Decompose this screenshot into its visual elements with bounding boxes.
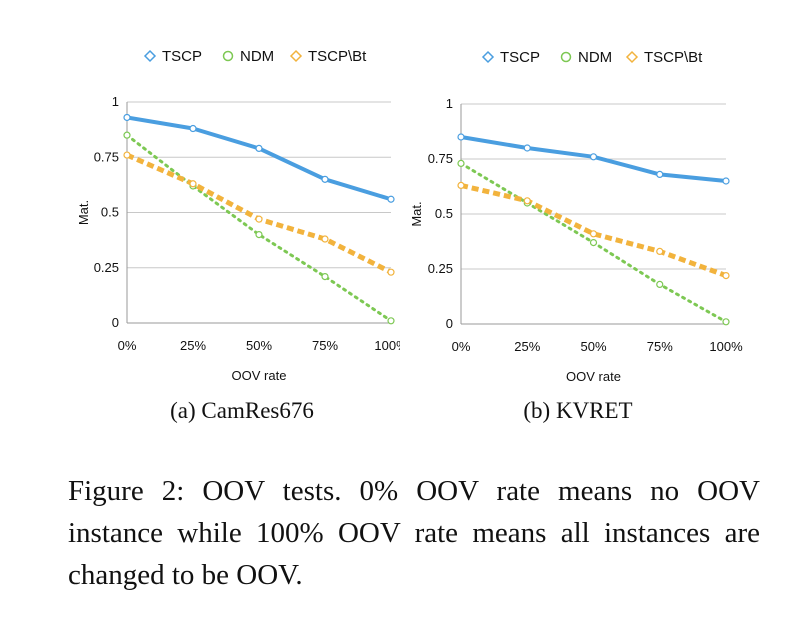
- data-point-tscp-bt: [123, 151, 131, 159]
- chart-kvret: 0 0.25 0.5 0.75 1 0% 25% 50% 75% 100% OOV rate Mat.…: [409, 49, 743, 384]
- y-tick-label: 0.75: [94, 149, 119, 164]
- legend-label-ndm: NDM: [240, 48, 274, 65]
- data-point-ndm: [387, 317, 395, 325]
- y-tick-label: 0: [112, 315, 119, 330]
- y-tick-label: 0.75: [428, 151, 453, 166]
- data-point-ndm: [589, 239, 598, 247]
- legend-label-tscp-bt: TSCP\Bt: [308, 48, 367, 65]
- x-axis-label: OOV rate: [232, 368, 287, 383]
- data-point-tscp-bt: [321, 235, 329, 243]
- x-tick-label: 25%: [180, 338, 206, 353]
- x-tick-label: 25%: [514, 339, 540, 354]
- data-point-tscp-bt: [589, 230, 598, 238]
- x-axis-label: OOV rate: [566, 369, 621, 384]
- series-line-ndm: [125, 133, 393, 323]
- y-tick-label: 1: [446, 96, 453, 111]
- chart-camres676: 0 0.25 0.5 0.75 1 0% 25% 50% 75% 100% OOV rate Mat.…: [76, 48, 400, 383]
- data-point-tscp: [387, 195, 395, 203]
- subcaption-camres676: (a) CamRes676: [170, 398, 314, 423]
- x-tick-label: 0%: [452, 339, 471, 354]
- data-point-tscp: [523, 144, 531, 152]
- legend-marker-ndm: [222, 50, 234, 62]
- data-point-ndm: [656, 280, 664, 288]
- legend-label-tscp: TSCP: [162, 48, 202, 65]
- x-tick-label: 50%: [580, 339, 606, 354]
- data-point-ndm: [255, 231, 263, 239]
- legend-label-ndm: NDM: [578, 49, 612, 66]
- data-point-tscp-bt: [255, 215, 263, 223]
- data-point-tscp: [589, 153, 598, 161]
- data-point-tscp: [656, 170, 664, 178]
- legend-label-tscp: TSCP: [500, 49, 540, 66]
- subcaption-kvret: (b) KVRET: [523, 398, 633, 423]
- legend-label-tscp-bt: TSCP\Bt: [644, 49, 703, 66]
- data-point-tscp: [722, 177, 730, 185]
- series-line-tscp-bt: [126, 152, 393, 275]
- data-point-tscp-bt: [457, 181, 465, 189]
- data-point-tscp: [255, 144, 263, 153]
- data-point-tscp: [457, 133, 465, 141]
- data-point-tscp: [321, 175, 329, 183]
- data-point-ndm: [722, 318, 730, 326]
- data-point-ndm: [457, 159, 465, 167]
- y-tick-label: 1: [112, 94, 119, 109]
- data-point-tscp: [189, 124, 197, 133]
- y-tick-label: 0.5: [435, 206, 453, 221]
- x-tick-label: 50%: [246, 338, 272, 353]
- x-tick-label: 75%: [312, 338, 338, 353]
- data-point-tscp-bt: [656, 247, 664, 255]
- x-tick-label: 0%: [118, 338, 137, 353]
- data-point-ndm: [321, 272, 329, 281]
- y-tick-label: 0.25: [428, 261, 453, 276]
- figure-caption: Figure 2: OOV tests. 0% OOV rate means n…: [68, 475, 760, 591]
- legend-marker-ndm: [560, 51, 572, 63]
- data-point-tscp-bt: [722, 272, 730, 280]
- y-axis-label: Mat.: [409, 201, 424, 226]
- x-tick-label: 100%: [709, 339, 743, 354]
- series-line-tscp: [126, 115, 392, 202]
- data-point-tscp-bt: [523, 197, 531, 205]
- legend-marker-tscp-bt: [625, 50, 639, 64]
- x-tick-label: 75%: [647, 339, 673, 354]
- legend-marker-tscp: [143, 49, 157, 63]
- y-tick-label: 0.25: [94, 260, 119, 275]
- y-tick-label: 0: [446, 316, 453, 331]
- series-line-tscp-bt: [460, 182, 727, 278]
- x-tick-label: 100%: [374, 338, 400, 353]
- y-tick-label: 0.5: [101, 205, 119, 220]
- data-point-ndm: [123, 131, 131, 139]
- data-point-tscp-bt: [387, 268, 395, 276]
- data-point-tscp-bt: [189, 180, 197, 188]
- data-point-tscp: [123, 113, 131, 122]
- legend-marker-tscp-bt: [289, 49, 303, 63]
- y-axis-label: Mat.: [76, 200, 91, 225]
- legend-marker-tscp: [481, 50, 495, 64]
